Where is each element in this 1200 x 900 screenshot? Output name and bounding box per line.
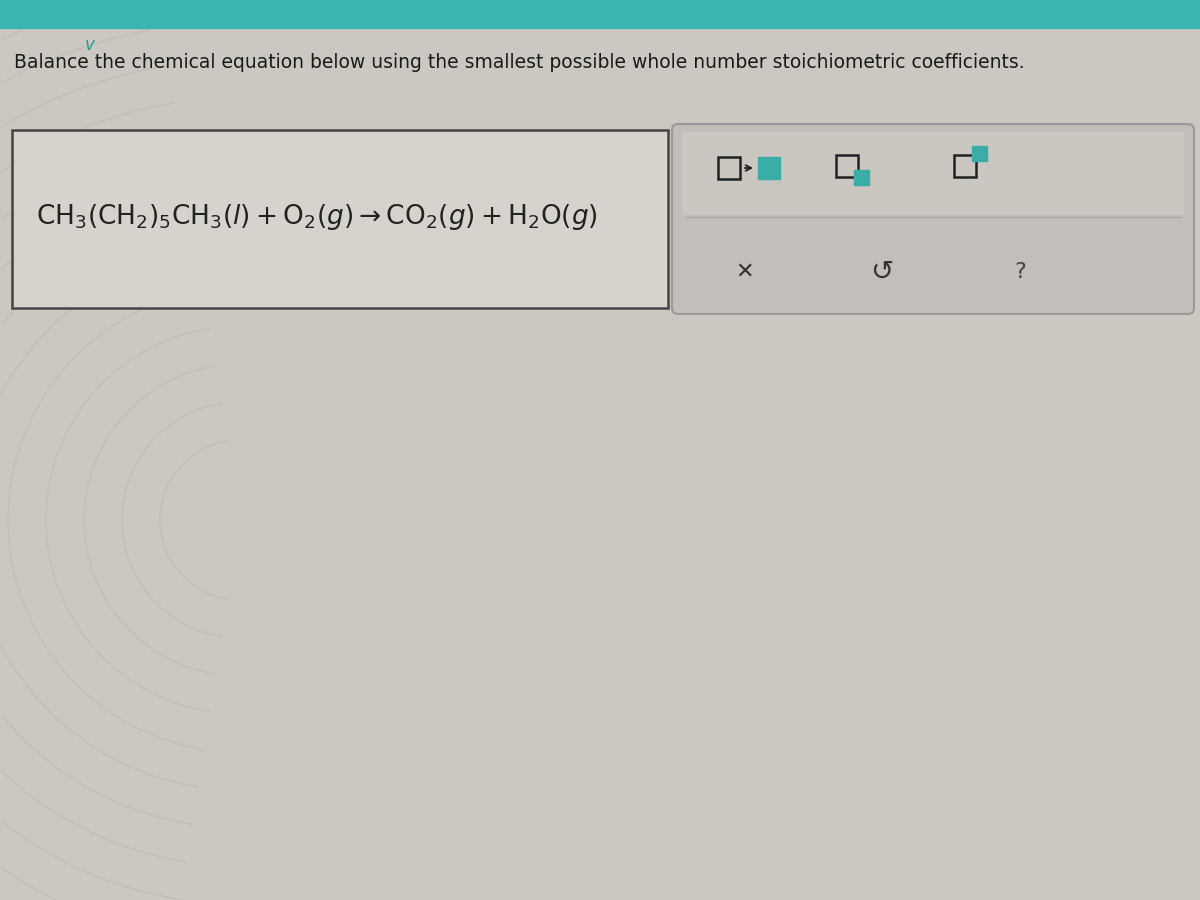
Bar: [718, 157, 740, 179]
Text: ?: ?: [1014, 262, 1026, 282]
Bar: [854, 170, 869, 185]
Text: v: v: [85, 36, 95, 54]
Bar: [836, 155, 858, 177]
Bar: [0, 0, 1200, 28]
Text: ↺: ↺: [870, 258, 894, 286]
Bar: [12, 130, 668, 308]
Bar: [972, 146, 986, 161]
Text: ✕: ✕: [736, 262, 755, 282]
FancyBboxPatch shape: [672, 124, 1194, 314]
Bar: [758, 157, 780, 179]
Bar: [954, 155, 976, 177]
Text: $\mathrm{CH_3(CH_2)_5CH_3(\mathit{l}) + O_2(\mathit{g})\rightarrow CO_2(\mathit{: $\mathrm{CH_3(CH_2)_5CH_3(\mathit{l}) + …: [36, 202, 598, 232]
Text: Balance the chemical equation below using the smallest possible whole number sto: Balance the chemical equation below usin…: [14, 52, 1025, 71]
Bar: [682, 132, 1184, 215]
